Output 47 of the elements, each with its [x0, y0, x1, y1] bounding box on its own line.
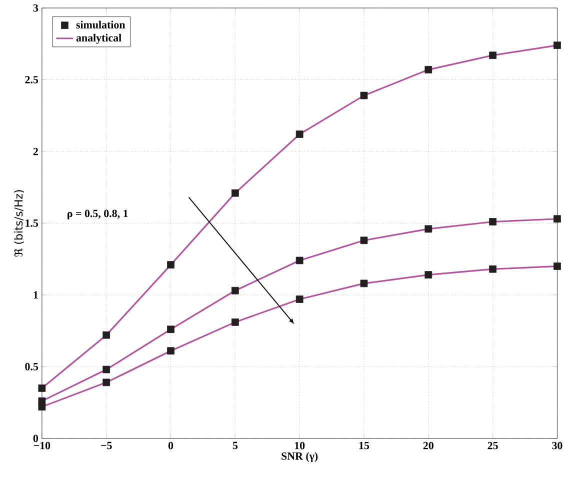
point — [424, 225, 432, 232]
point — [360, 236, 368, 244]
point — [102, 378, 110, 386]
point — [360, 92, 368, 100]
point — [489, 265, 496, 273]
x-tick-label: 25 — [488, 442, 498, 450]
point — [554, 41, 561, 49]
y-tick-label: 3 — [33, 4, 38, 12]
point — [38, 402, 46, 410]
point — [231, 318, 239, 326]
x-tick-label: 30 — [552, 442, 562, 450]
point — [554, 262, 561, 270]
point — [102, 366, 110, 374]
point — [296, 130, 304, 138]
x-tick-label: 10 — [294, 442, 305, 450]
point — [296, 295, 304, 303]
annotation: ρ = 0.5, 0.8, 1 — [68, 210, 128, 220]
y-tick-label: 2.5 — [25, 76, 38, 84]
y-tick-label: 1 — [34, 291, 38, 298]
point — [38, 384, 46, 392]
x-tick-label: −5 — [101, 442, 112, 450]
point — [167, 260, 174, 268]
x-tick-label: 20 — [423, 442, 434, 450]
y-tick-label: 0 — [33, 434, 38, 442]
point — [231, 189, 239, 197]
legend-label: simulation — [76, 20, 126, 28]
y-tick-label: 2 — [33, 148, 38, 155]
point — [554, 215, 561, 222]
point — [489, 51, 496, 59]
y-axis-title: ℜ (bits/s/Hz) — [14, 190, 24, 257]
legend-label: analytical — [76, 34, 122, 44]
y-tick-label: 0.5 — [25, 362, 38, 370]
point — [489, 218, 496, 226]
x-axis-title: SNR (γ) — [282, 452, 318, 462]
y-tick-label: 1.5 — [26, 219, 38, 227]
point — [102, 331, 110, 339]
point — [360, 280, 368, 287]
point — [167, 347, 174, 354]
point — [424, 66, 432, 74]
x-tick-label: 0 — [168, 442, 174, 450]
point — [424, 270, 432, 278]
point — [167, 326, 174, 333]
x-tick-label: 5 — [232, 442, 238, 450]
x-tick-label: −10 — [34, 442, 50, 450]
point — [231, 286, 239, 294]
x-tick-label: 15 — [359, 442, 370, 450]
point — [296, 256, 304, 264]
